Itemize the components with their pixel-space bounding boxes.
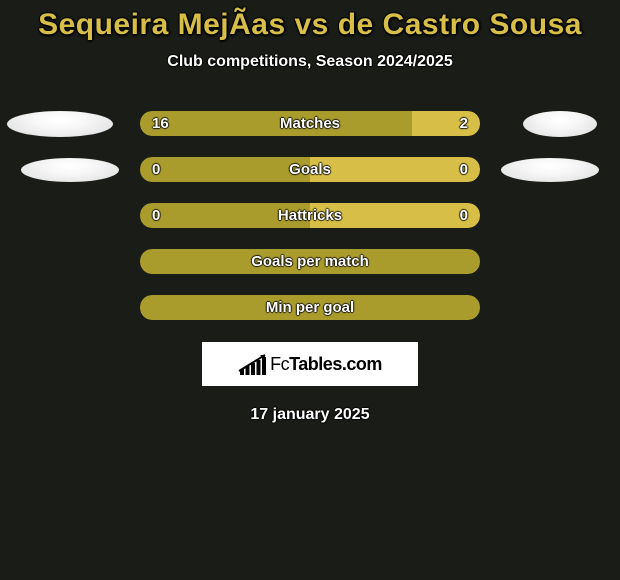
stat-row: Min per goal (0, 295, 620, 320)
stat-bar: Hattricks00 (140, 203, 480, 228)
stat-bar: Min per goal (140, 295, 480, 320)
bar-segment-left (140, 203, 310, 228)
stat-row: Goals per match (0, 249, 620, 274)
stat-row: Hattricks00 (0, 203, 620, 228)
logo-box: FcTables.com (202, 342, 418, 386)
player1-ellipse (7, 111, 113, 137)
bar-segment-right (310, 157, 480, 182)
content: Sequeira MejÃ­as vs de Castro Sousa Club… (0, 0, 620, 580)
player1-ellipse (21, 158, 119, 182)
stat-bar: Matches162 (140, 111, 480, 136)
stats-container: Matches162 Goals00 Hattricks00 Goals per ma… (0, 111, 620, 320)
stat-row: Goals00 (0, 157, 620, 182)
player2-ellipse (501, 158, 599, 182)
date-text: 17 january 2025 (250, 406, 369, 424)
bar-segment-full (140, 295, 480, 320)
bar-segment-left (140, 111, 412, 136)
stat-bar: Goals00 (140, 157, 480, 182)
player2-ellipse (523, 111, 597, 137)
page-title: Sequeira MejÃ­as vs de Castro Sousa (38, 8, 582, 41)
bar-segment-right (412, 111, 480, 136)
logo-text: FcTables.com (270, 354, 382, 375)
bar-segment-right (310, 203, 480, 228)
logo-bars-icon (238, 353, 268, 375)
subtitle: Club competitions, Season 2024/2025 (167, 53, 452, 71)
stat-row: Matches162 (0, 111, 620, 136)
bar-segment-left (140, 157, 310, 182)
stat-bar: Goals per match (140, 249, 480, 274)
bar-segment-full (140, 249, 480, 274)
